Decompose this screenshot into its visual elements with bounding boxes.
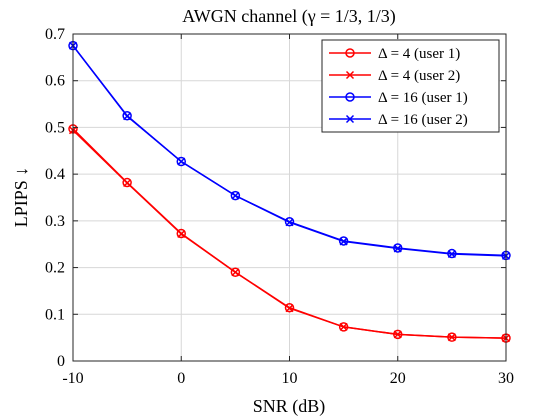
x-marker <box>177 229 186 238</box>
circle-marker <box>122 111 132 121</box>
legend-entry: Δ = 16 (user 1) <box>329 90 468 106</box>
circle-marker <box>176 228 186 239</box>
legend: Δ = 4 (user 1) Δ = 4 (user 2) Δ = 16 (user… <box>321 39 500 133</box>
x-marker <box>285 218 294 227</box>
circle-marker <box>284 302 295 313</box>
x-marker <box>285 304 294 313</box>
x-marker <box>393 244 402 253</box>
x-marker <box>393 330 402 339</box>
x-marker <box>123 178 132 188</box>
x-axis-label: SNR (dB) <box>253 396 326 417</box>
y-tick-label: 0.3 <box>45 213 65 230</box>
legend-circle-marker <box>345 92 355 102</box>
x-marker <box>231 191 240 200</box>
circle-marker <box>338 236 349 246</box>
circle-marker <box>284 217 295 227</box>
x-marker <box>339 322 348 331</box>
legend-entry: Δ = 16 (user 2) <box>329 112 468 128</box>
legend-circle-marker <box>345 48 355 58</box>
x-tick-label: 20 <box>390 370 406 387</box>
x-tick-label: 0 <box>177 370 185 387</box>
chart-title: AWGN channel (γ = 1/3, 1/3) <box>182 6 396 27</box>
x-marker <box>447 249 456 259</box>
x-marker <box>123 112 132 121</box>
y-tick-label: 0.7 <box>45 26 65 43</box>
x-tick-label: 10 <box>282 370 298 387</box>
legend-label: Δ = 4 (user 2) <box>378 68 460 84</box>
y-tick-label: 0.6 <box>45 73 65 90</box>
y-tick-label: 0.5 <box>45 119 65 136</box>
y-tick-label: 0 <box>57 353 65 370</box>
circle-marker <box>122 177 132 188</box>
y-tick-label: 0.4 <box>45 166 65 183</box>
legend-label: Δ = 16 (user 2) <box>378 112 468 128</box>
x-marker <box>177 157 186 166</box>
circle-marker <box>230 190 241 201</box>
y-axis-label: LPIPS ↓ <box>11 167 31 228</box>
y-tick-label: 0.2 <box>45 260 65 277</box>
circle-marker <box>176 156 186 167</box>
legend-entry: Δ = 4 (user 1) <box>329 46 460 62</box>
legend-x-marker <box>345 114 355 124</box>
x-marker <box>447 333 456 342</box>
circle-marker <box>230 267 241 277</box>
x-marker <box>339 237 348 246</box>
y-tick-label: 0.1 <box>45 306 65 323</box>
x-tick-label: 30 <box>498 370 514 387</box>
x-marker <box>231 268 240 277</box>
legend-label: Δ = 16 (user 1) <box>378 90 468 106</box>
x-tick-label: -10 <box>62 370 83 387</box>
legend-x-marker <box>345 70 355 80</box>
legend-label: Δ = 4 (user 1) <box>378 46 460 62</box>
legend-entry: Δ = 4 (user 2) <box>329 68 460 84</box>
